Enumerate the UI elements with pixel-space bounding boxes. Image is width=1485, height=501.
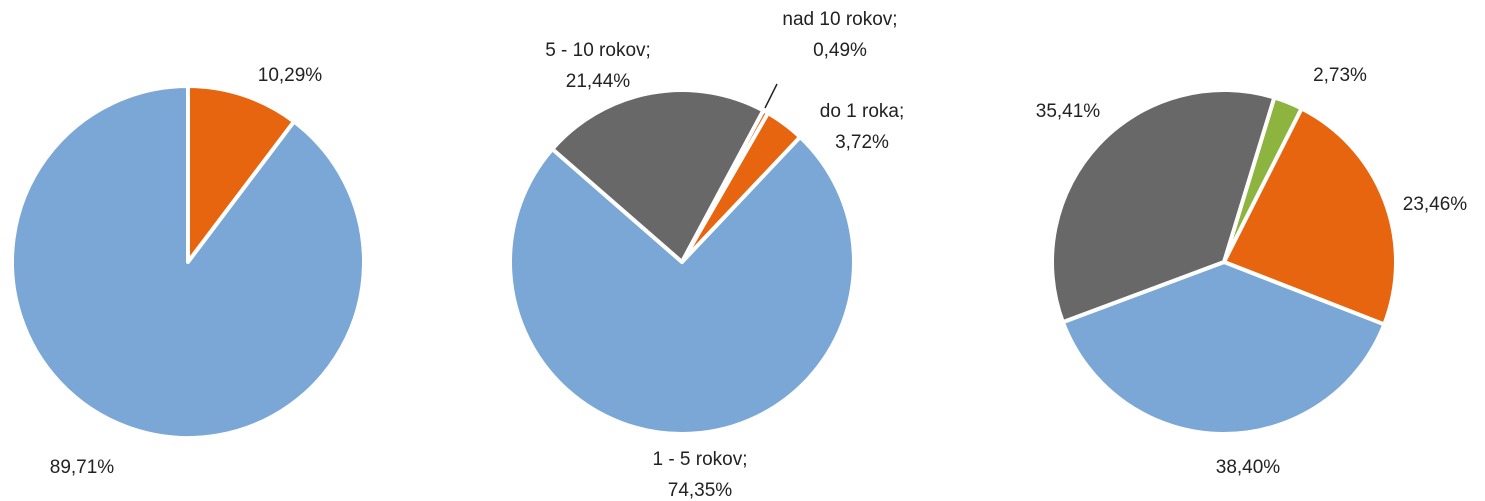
value-label: 0,49% <box>813 40 867 61</box>
category-label: 5 - 10 rokov; <box>545 40 651 61</box>
pie-slice <box>186 84 297 264</box>
value-label: 3,72% <box>835 132 889 153</box>
value-label: 74,35% <box>668 480 733 501</box>
pie-slice <box>1060 260 1387 436</box>
value-label: 35,41% <box>1036 101 1101 122</box>
pie-slice <box>1050 88 1277 325</box>
value-label: 89,71% <box>50 457 115 478</box>
value-label: 23,46% <box>1403 194 1468 215</box>
value-label: 2,73% <box>1313 65 1367 86</box>
category-label: nad 10 rokov; <box>782 9 897 30</box>
pie-slice <box>550 88 766 264</box>
value-label: 21,44% <box>566 71 631 92</box>
pie-slice <box>508 135 856 436</box>
category-label: do 1 roka; <box>820 101 905 122</box>
value-label: 38,40% <box>1216 457 1281 478</box>
pie-slice <box>10 84 366 440</box>
value-label: 10,29% <box>258 65 323 86</box>
category-label: 1 - 5 rokov; <box>652 449 747 470</box>
leader-line <box>764 83 778 109</box>
pie-slice <box>1222 106 1399 327</box>
pie-slice <box>680 108 770 264</box>
